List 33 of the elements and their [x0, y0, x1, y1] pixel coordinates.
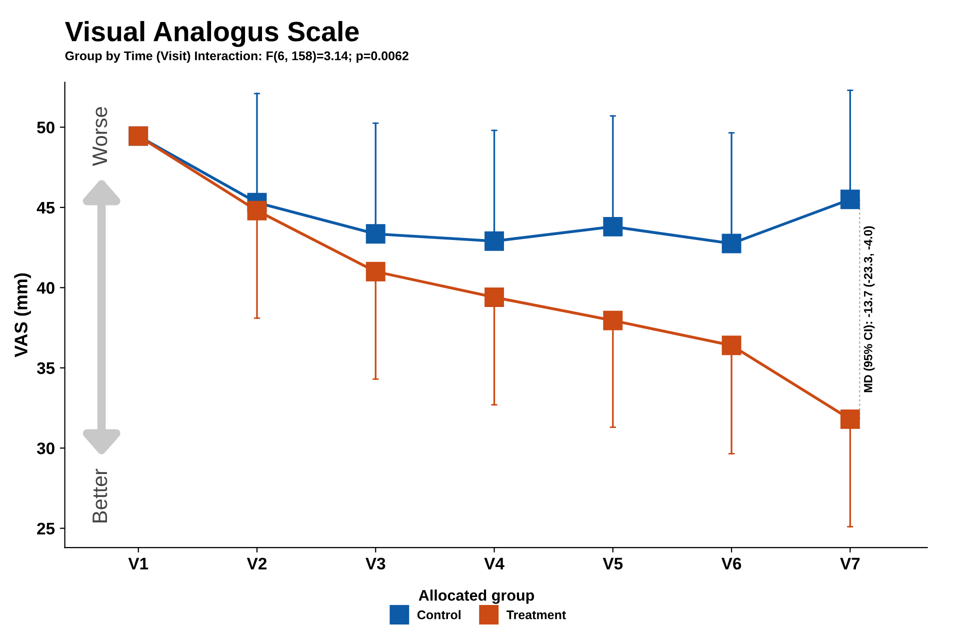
point: [603, 216, 623, 236]
y-tick-label: 25: [37, 522, 55, 534]
point: [247, 200, 267, 220]
x-tick-label: V7: [840, 558, 860, 570]
point: [366, 262, 386, 282]
point: [366, 224, 386, 244]
point: [722, 234, 742, 254]
x-tick-label: V1: [128, 558, 148, 570]
annotation: MD (95% CI): -13.7 (-23.3, -4.0): [864, 226, 875, 392]
point: [484, 231, 504, 251]
annotation: Worse: [92, 107, 108, 166]
legend-label: Treatment: [506, 610, 566, 620]
point: [722, 336, 742, 356]
x-tick-label: V2: [246, 558, 267, 570]
point: [840, 190, 860, 210]
point: [603, 310, 623, 330]
y-axis-title: VAS (mm): [14, 273, 31, 358]
x-tick-label: V3: [366, 558, 386, 570]
point: [840, 409, 860, 429]
y-tick-label: 30: [36, 442, 54, 454]
point: [484, 288, 504, 307]
y-tick-label: 45: [36, 202, 55, 214]
x-tick-label: V6: [721, 558, 742, 570]
y-tick-label: 40: [36, 282, 54, 294]
chart-subtitle: Group by Time (Visit) Interaction: F(6, 158)=3.14; p=0.0062: [65, 51, 408, 63]
y-tick-label: 35: [36, 362, 55, 374]
x-tick-label: V4: [484, 558, 504, 570]
annotation: Better: [92, 468, 108, 522]
y-tick-label: 50: [37, 122, 54, 134]
chart-title: Visual Analogus Scale: [64, 21, 359, 48]
x-tick-label: V5: [602, 558, 623, 570]
legend-title: Allocated group: [418, 590, 534, 604]
legend-label: Control: [417, 610, 460, 620]
